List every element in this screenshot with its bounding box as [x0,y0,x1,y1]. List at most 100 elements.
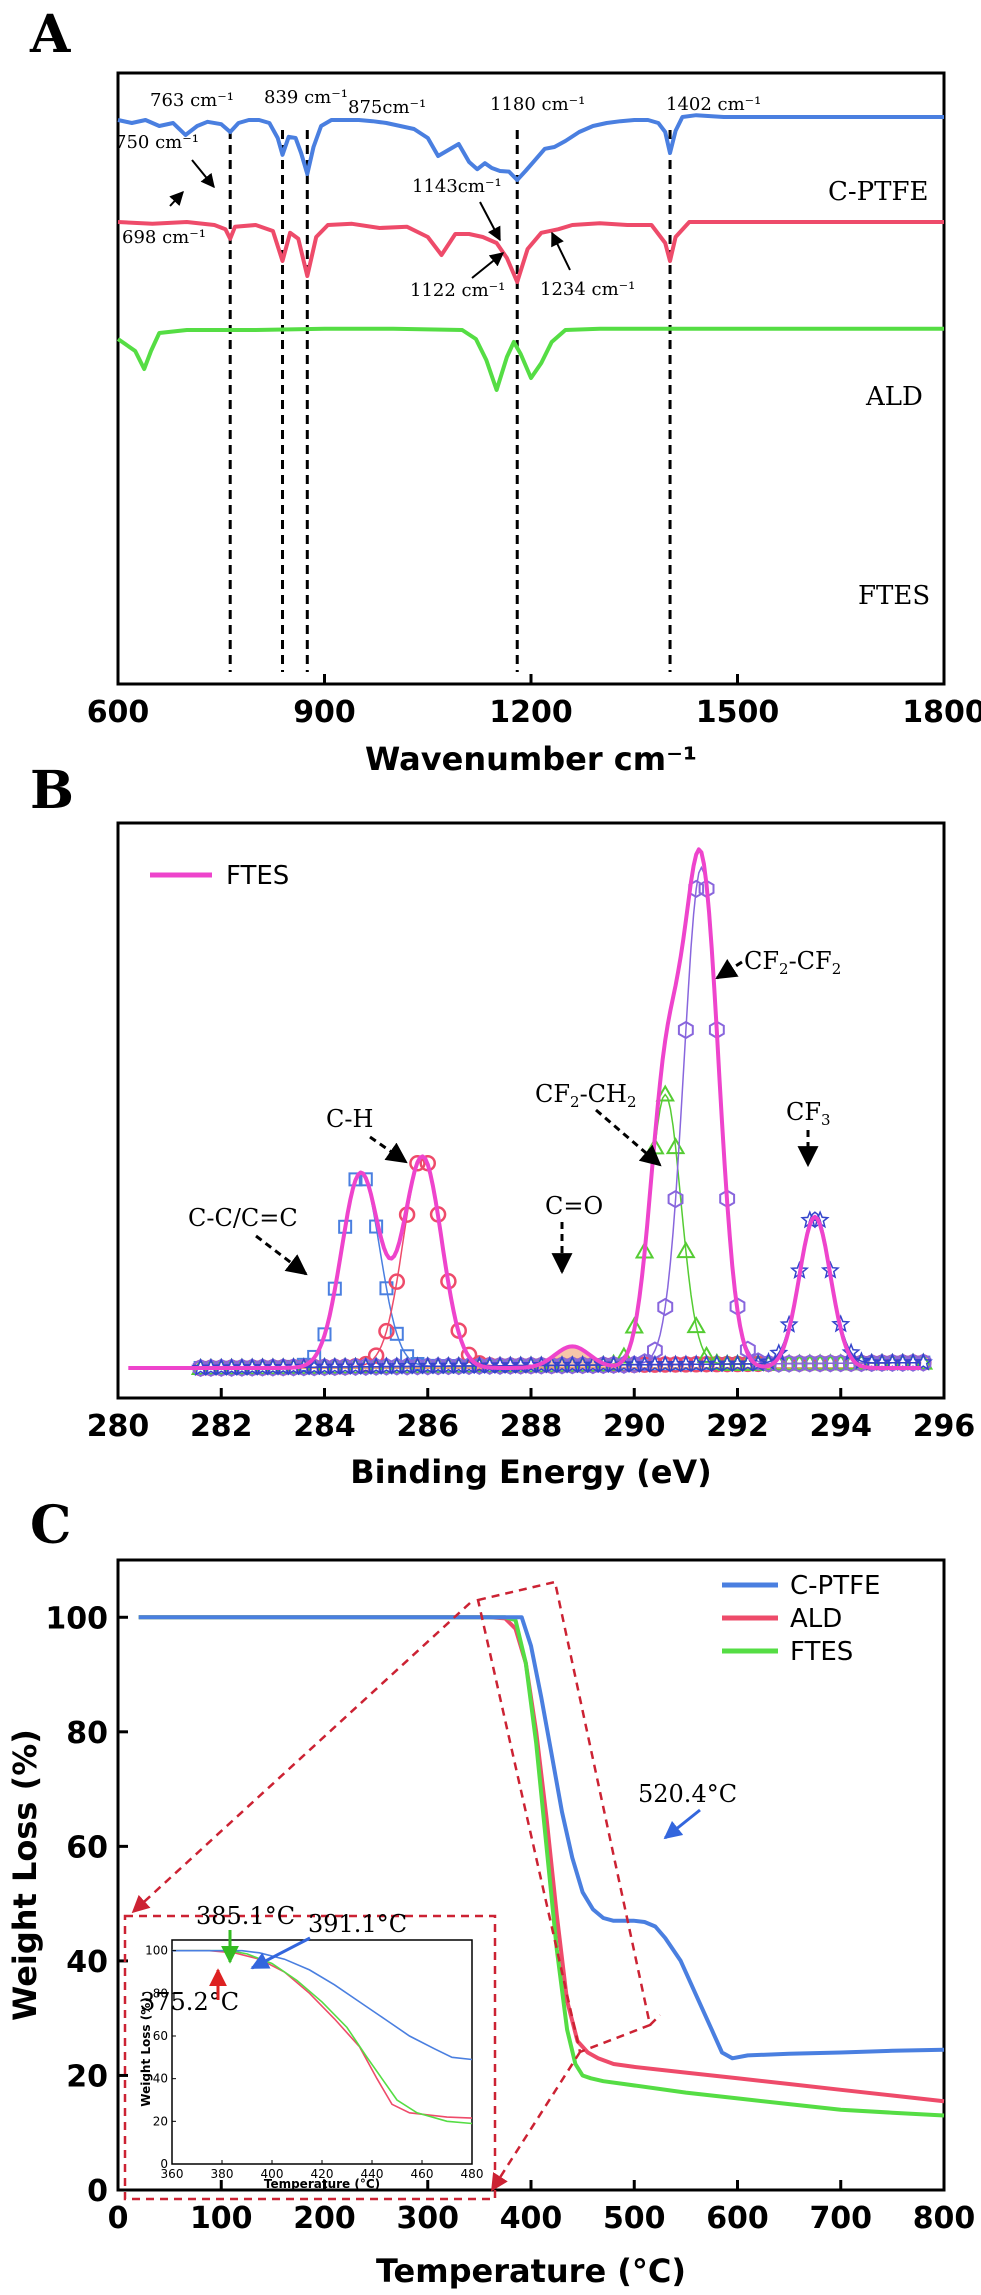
y-axis-title-c: Weight Loss (%) [6,1729,44,2021]
x-tick-label-100: 100 [190,2201,253,2236]
marker-circle [409,1155,426,1172]
x-ticks-b: 280 282 284 286 288 290 292 294 296 [87,1388,975,1444]
marker-hexagon [905,1353,921,1372]
marker-hexagon [419,1357,436,1376]
marker-hexagon [357,1357,374,1376]
inset-y-tick-label-20: 20 [153,2114,168,2128]
annotation-385: 385.1°C [196,1902,295,1930]
marker-hexagon [430,1357,446,1376]
series-c [138,1615,945,2118]
x-tick-label-0: 0 [108,2201,129,2236]
annotation-1180: 1180 cm⁻¹ [490,94,585,115]
annotation-875: 875cm⁻¹ [348,97,426,118]
marker-hexagon [234,1358,250,1377]
marker-hexagon [502,1356,519,1375]
x-tick-label-700: 700 [809,2201,872,2236]
marker-hexagon [481,1356,498,1375]
marker-hexagon [285,1358,302,1377]
marker-hexagon [388,1357,405,1376]
marker-hexagon [492,1356,508,1375]
inset-x-tick-label-400: 400 [261,2167,284,2181]
panel-label-a: A [29,4,71,65]
inset-ticks: 360 380 400 420 440 460 480 0 20 40 60 80 100 [145,1944,483,2181]
marker-hexagon [368,1357,385,1376]
marker-triangle [696,1345,717,1363]
marker-hexagon [822,1354,839,1373]
y-tick-label-60: 60 [66,1830,108,1865]
envelope-b [128,847,921,1370]
label-arrows-b [255,958,819,1276]
legend-c: C-PTFE ALD FTES [722,1571,880,1667]
zoom-indicator [123,1580,661,2201]
marker-square [307,1349,322,1364]
series-line-c-ptfe [117,113,944,182]
label-ch: C-H [326,1105,373,1133]
annotation-839: 839 cm⁻¹ [264,87,348,108]
x-tick-label-500: 500 [603,2201,666,2236]
arrow-391 [250,1936,311,1970]
legend-label-c-ptfe: C-PTFE [790,1571,880,1601]
annotation-1402: 1402 cm⁻¹ [666,94,761,115]
marker-hexagon [677,1020,694,1040]
inset-y-tick-label-0: 0 [160,2157,168,2171]
inset-y-tick-label-40: 40 [153,2072,168,2086]
inset-y-tick-label-80: 80 [153,1986,168,2000]
legend-label-ftes: FTES [226,861,289,891]
marker-hexagon [378,1357,395,1376]
marker-hexagon [512,1356,529,1375]
marker-hexagon [450,1356,467,1376]
annotation-375: 375.2°C [140,1988,239,2016]
marker-hexagon [801,1354,818,1373]
marker-hexagon [399,1357,415,1376]
x-tick-label-1200: 1200 [489,695,573,730]
inset-y-tick-label-100: 100 [145,1944,168,1958]
x-tick-label-294: 294 [809,1409,872,1444]
marker-hexagon [347,1357,364,1376]
marker-hexagon [791,1354,808,1373]
marker-triangle [655,1084,675,1102]
x-tick-label-900: 900 [293,695,356,730]
y-tick-label-20: 20 [66,2059,108,2094]
marker-hexagon [574,1355,591,1375]
panel-label-b: B [30,760,74,821]
series-line-c-ptfe [138,1615,945,2061]
annotation-750: 750 cm⁻¹ [115,132,199,153]
marker-hexagon [554,1356,570,1375]
marker-hexagon [636,1353,653,1372]
marker-star [913,1352,933,1371]
series-label-ald: ALD [865,382,923,412]
label-cf2cf2: CF2-CF2 [744,947,841,978]
marker-hexagon [564,1356,581,1375]
annotation-1143: 1143cm⁻¹ [412,176,502,197]
inset-y-title: Weight Loss (%) [139,1997,153,2106]
x-axis-title-a: Wavenumber cm⁻¹ [365,740,697,778]
inset-x-tick-label-480: 480 [461,2167,484,2181]
x-tick-label-1800: 1800 [902,695,981,730]
marker-hexagon [874,1353,890,1373]
marker-square [389,1326,404,1341]
marker-hexagon [884,1353,901,1372]
x-tick-label-286: 286 [396,1409,459,1444]
x-tick-label-284: 284 [293,1409,356,1444]
marker-triangle [686,1316,706,1334]
annotation-763: 763 cm⁻¹ [150,90,234,111]
marker-hexagon [626,1355,643,1374]
label-cf3: CF3 [786,1098,831,1129]
marker-hexagon [894,1353,911,1372]
marker-square [400,1349,415,1364]
series-line-ftes [116,326,944,392]
x-tick-label-288: 288 [500,1409,563,1444]
inset-x-tick-label-440: 440 [361,2167,384,2181]
marker-hexagon [832,1354,849,1373]
legend-label-ftes-c: FTES [790,1637,853,1667]
annotation-arrows-a [169,159,571,279]
component-line-cf2-ch2 [200,1093,921,1369]
label-co: C=O [545,1192,603,1220]
marker-hexagon [523,1356,539,1375]
marker-hexagon [409,1357,426,1376]
marker-circle [460,1346,478,1364]
envelope-line-ftes [128,847,921,1370]
marker-hexagon [657,1297,674,1317]
marker-hexagon [440,1356,457,1376]
x-axis-title-b: Binding Energy (eV) [350,1453,712,1491]
